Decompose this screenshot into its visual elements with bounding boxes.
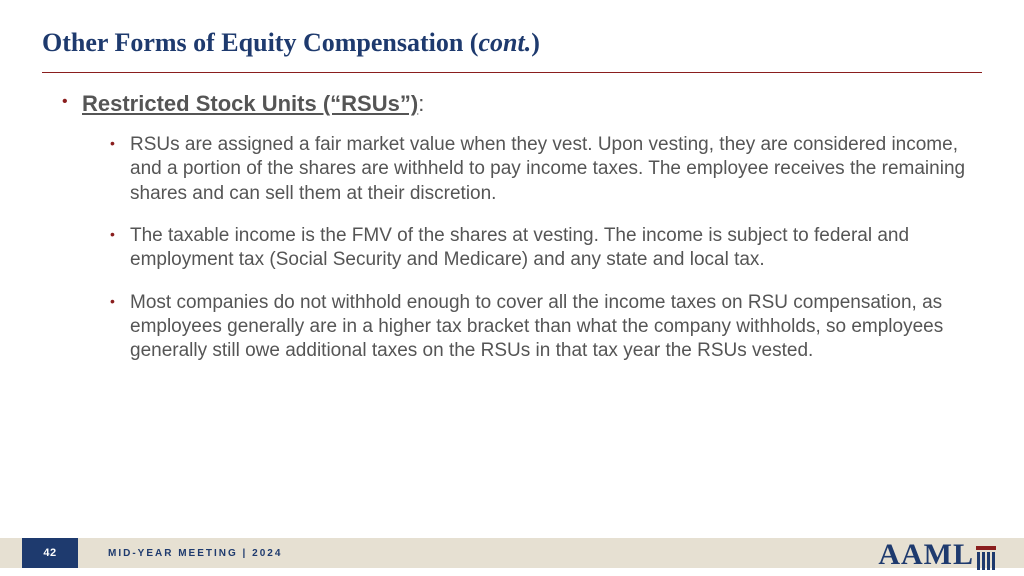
section-heading: Restricted Stock Units (“RSUs”): [82, 91, 418, 116]
logo-pillars-icon: [976, 546, 996, 570]
title-close: ): [531, 28, 540, 57]
slide-title: Other Forms of Equity Compensation (cont…: [42, 28, 982, 58]
section-heading-colon: :: [418, 91, 424, 116]
title-area: Other Forms of Equity Compensation (cont…: [0, 0, 1024, 58]
page-number: 42: [22, 538, 78, 568]
bullet-list: RSUs are assigned a fair market value wh…: [82, 117, 972, 364]
footer: 42 MID-YEAR MEETING | 2024 AAML ™: [0, 532, 1024, 576]
section-heading-item: Restricted Stock Units (“RSUs”): RSUs ar…: [62, 91, 972, 364]
title-cont: cont.: [478, 28, 531, 57]
slide: Other Forms of Equity Compensation (cont…: [0, 0, 1024, 576]
list-item: Most companies do not withhold enough to…: [110, 291, 972, 364]
content-area: Restricted Stock Units (“RSUs”): RSUs ar…: [0, 73, 1024, 364]
logo: AAML ™: [878, 538, 1002, 572]
footer-text: MID-YEAR MEETING | 2024: [108, 538, 282, 568]
title-main: Other Forms of Equity Compensation (: [42, 28, 478, 57]
list-item: RSUs are assigned a fair market value wh…: [110, 133, 972, 206]
list-item: The taxable income is the FMV of the sha…: [110, 224, 972, 273]
logo-text: AAML: [878, 538, 974, 572]
